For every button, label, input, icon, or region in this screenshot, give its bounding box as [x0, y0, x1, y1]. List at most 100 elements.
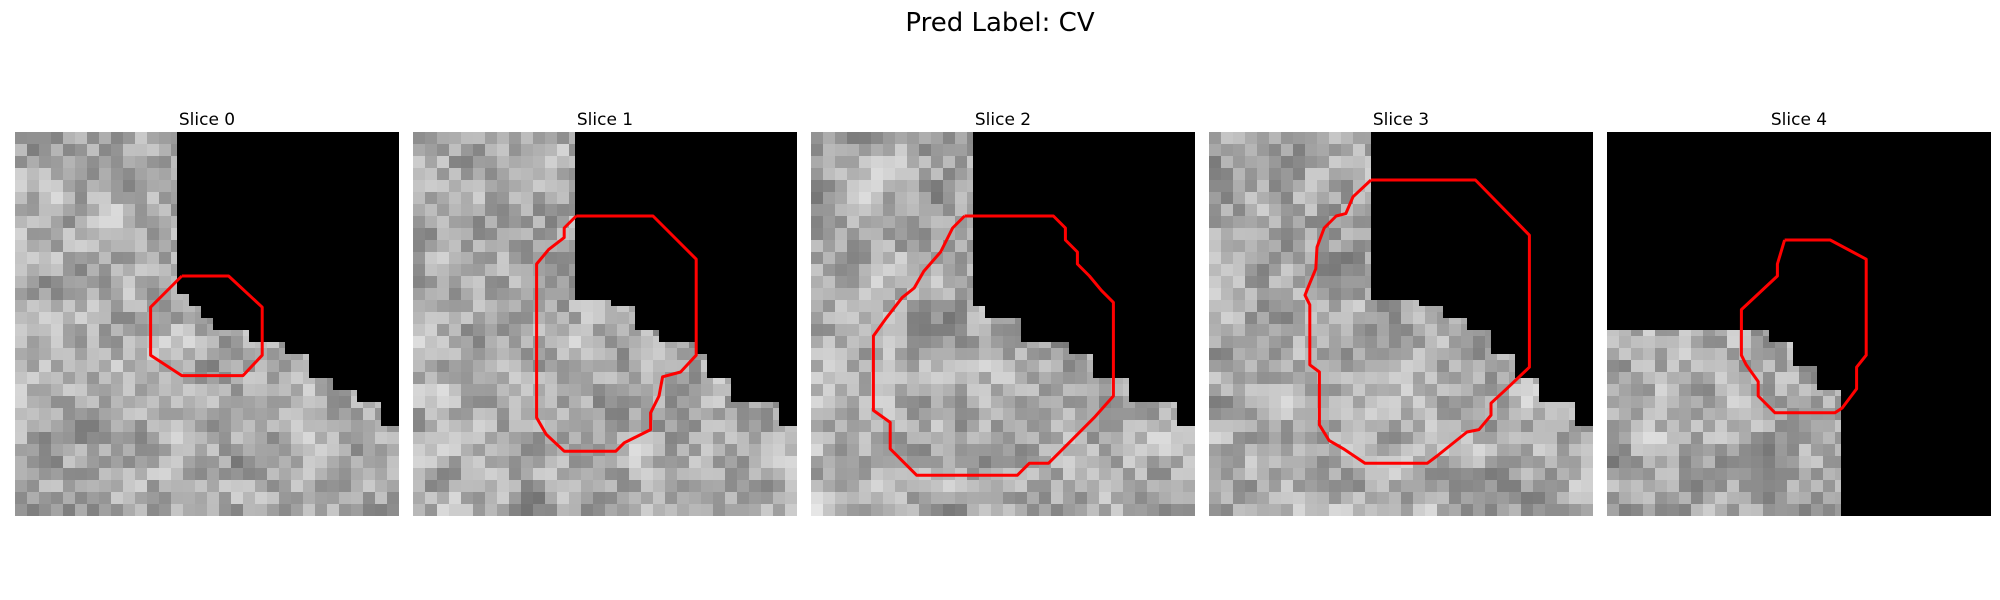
slice-pixel — [63, 480, 76, 493]
slice-pixel — [315, 444, 328, 457]
slice-pixel — [485, 396, 498, 409]
slice-pixel — [1485, 504, 1498, 516]
slice-pixel — [183, 324, 196, 337]
slice-pixel — [1341, 492, 1354, 505]
slice-pixel — [461, 216, 474, 229]
slice-pixel — [231, 372, 244, 385]
slice-pixel — [823, 456, 836, 469]
slice-pixel — [1775, 432, 1788, 445]
slice-pixel — [1679, 408, 1692, 421]
slice-pixel — [737, 504, 750, 516]
slice-pixel — [147, 216, 160, 229]
slice-pixel — [1245, 288, 1258, 301]
slice-pixel — [183, 408, 196, 421]
slice-pixel — [1087, 504, 1100, 516]
slice-pixel — [859, 252, 872, 265]
slice-pixel — [1075, 504, 1088, 516]
slice-pixel — [497, 384, 510, 397]
slice-pixel — [1281, 336, 1294, 349]
slice-pixel — [677, 372, 690, 385]
slice-pixel — [1365, 300, 1378, 313]
slice-pixel — [967, 420, 980, 433]
slice-pixel — [387, 444, 399, 457]
slice-pixel — [327, 444, 340, 457]
slice-pixel — [835, 336, 848, 349]
slice-pixel — [811, 504, 824, 516]
slice-pixel — [291, 372, 304, 385]
slice-pixel — [967, 396, 980, 409]
slice-pixel — [413, 324, 426, 337]
slice-pixel — [1823, 420, 1836, 433]
slice-pixel — [315, 492, 328, 505]
slice-pixel — [449, 396, 462, 409]
slice-pixel — [159, 180, 172, 193]
slice-pixel — [99, 336, 112, 349]
slice-pixel — [1015, 408, 1028, 421]
slice-pixel — [1329, 192, 1342, 205]
slice-pixel — [629, 360, 642, 373]
slice-pixel — [1389, 336, 1402, 349]
slice-pixel — [231, 456, 244, 469]
slice-pixel — [1509, 492, 1522, 505]
slice-pixel — [99, 384, 112, 397]
slice-pixel — [1147, 492, 1160, 505]
slice-pixel — [689, 480, 702, 493]
slice-pixel — [1497, 480, 1510, 493]
slice-pixel — [497, 276, 510, 289]
slice-pixel — [835, 492, 848, 505]
slice-pixel — [581, 456, 594, 469]
slice-pixel — [1341, 288, 1354, 301]
slice-pixel — [1437, 360, 1450, 373]
slice-pixel — [1545, 480, 1558, 493]
slice-pixel — [1039, 444, 1052, 457]
slice-pixel — [1039, 348, 1052, 361]
slice-pixel — [617, 456, 630, 469]
slice-pixel — [485, 456, 498, 469]
slice-pixel — [1075, 468, 1088, 481]
slice-pixel — [1401, 504, 1414, 516]
slice-pixel — [1209, 144, 1222, 157]
slice-pixel — [437, 252, 450, 265]
slice-pixel — [859, 264, 872, 277]
slice-pixel — [1281, 360, 1294, 373]
slice-pixel — [533, 228, 546, 241]
slice-pixel — [243, 384, 256, 397]
slice-pixel — [39, 252, 52, 265]
slice-pixel — [473, 324, 486, 337]
slice-pixel — [159, 192, 172, 205]
slice-pixel — [327, 408, 340, 421]
slice-pixel — [461, 408, 474, 421]
slice-pixel — [1063, 420, 1076, 433]
slice-pixel — [653, 408, 666, 421]
slice-pixel — [123, 240, 136, 253]
slice-pixel — [509, 252, 522, 265]
slice-pixel — [1293, 276, 1306, 289]
slice-pixel — [1051, 348, 1064, 361]
slice-pixel — [87, 468, 100, 481]
slice-pixel — [1245, 468, 1258, 481]
slice-pixel — [51, 168, 64, 181]
slice-pixel — [835, 192, 848, 205]
slice-pixel — [835, 504, 848, 516]
slice-pixel — [1027, 348, 1040, 361]
slice-pixel — [219, 444, 232, 457]
slice-pixel — [557, 300, 570, 313]
slice-pixel — [485, 408, 498, 421]
slice-pixel — [545, 444, 558, 457]
slice-pixel — [15, 420, 28, 433]
slice-pixel — [1329, 144, 1342, 157]
slice-pixel — [1051, 372, 1064, 385]
slice-pixel — [1329, 480, 1342, 493]
slice-pixel — [521, 408, 534, 421]
slice-pixel — [1413, 372, 1426, 385]
slice-pixel — [449, 180, 462, 193]
slice-pixel — [1341, 384, 1354, 397]
slice-pixel — [955, 204, 968, 217]
slice-pixel — [1341, 372, 1354, 385]
slice-pixel — [461, 312, 474, 325]
slice-pixel — [617, 384, 630, 397]
slice-pixel — [1329, 156, 1342, 169]
slice-pixel — [761, 456, 774, 469]
slice-pixel — [533, 144, 546, 157]
slice-pixel — [279, 396, 292, 409]
